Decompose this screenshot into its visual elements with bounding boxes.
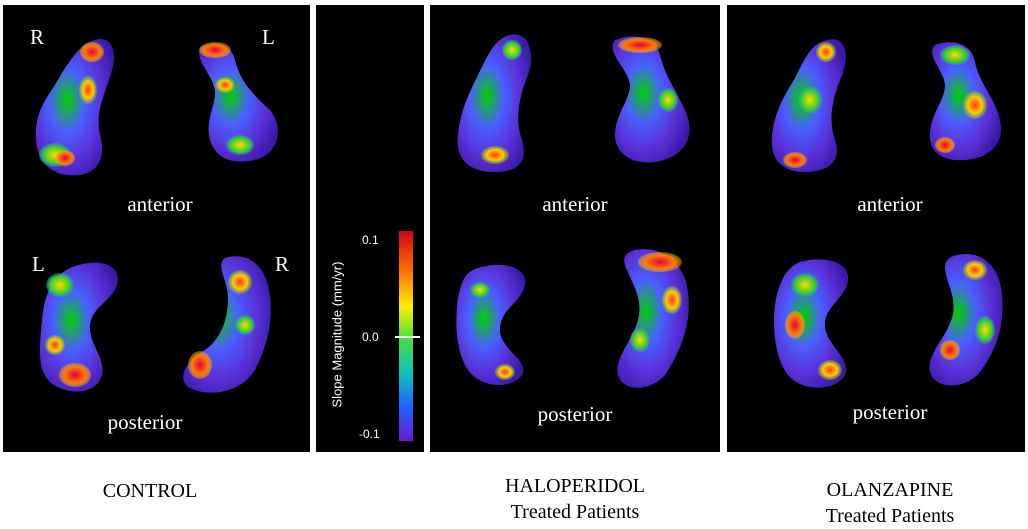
olanzapine-caption-line2: Treated Patients <box>825 505 955 527</box>
control-top-right-side-label: L <box>262 25 275 49</box>
control-posterior-right-structure <box>183 256 271 393</box>
control-bottom-right-side-label: R <box>275 252 290 276</box>
colorbar-tick-top: 0.1 <box>362 233 379 247</box>
olanzapine-anterior-left-structure <box>929 42 1002 161</box>
haloperidol-posterior-label: posterior <box>537 402 613 426</box>
haloperidol-caption-line2: Treated Patients <box>510 501 640 523</box>
control-anterior-label: anterior <box>127 192 193 216</box>
colorbar-tick-middle: 0.0 <box>362 330 379 344</box>
control-bottom-left-side-label: L <box>32 252 45 276</box>
olanzapine-posterior-label: posterior <box>852 400 928 424</box>
control-top-left-side-label: R <box>30 25 45 49</box>
olanzapine-anterior-right-structure <box>771 39 846 172</box>
haloperidol-posterior-right-structure <box>617 249 689 388</box>
haloperidol-anterior-left-structure <box>612 36 690 163</box>
control-anterior-left-structure <box>199 42 278 162</box>
haloperidol-posterior-left-structure <box>456 264 526 386</box>
haloperidol-anterior-right-structure <box>457 34 531 173</box>
control-caption: CONTROL <box>102 480 198 502</box>
haloperidol-anterior-label: anterior <box>542 192 608 216</box>
control-posterior-left-structure <box>39 262 119 392</box>
control-anterior-right-structure <box>35 39 115 176</box>
olanzapine-anterior-label: anterior <box>857 192 923 216</box>
olanzapine-posterior-left-structure <box>773 259 849 388</box>
colorbar-tick-bottom: -0.1 <box>359 427 380 441</box>
control-posterior-label: posterior <box>107 410 183 434</box>
olanzapine-posterior-right-structure <box>929 254 1003 386</box>
colorbar-title: Slope Magnitude (mm/yr) <box>329 261 345 408</box>
haloperidol-caption-line1: HALOPERIDOL <box>505 475 645 497</box>
olanzapine-caption-line1: OLANZAPINE <box>826 479 954 501</box>
